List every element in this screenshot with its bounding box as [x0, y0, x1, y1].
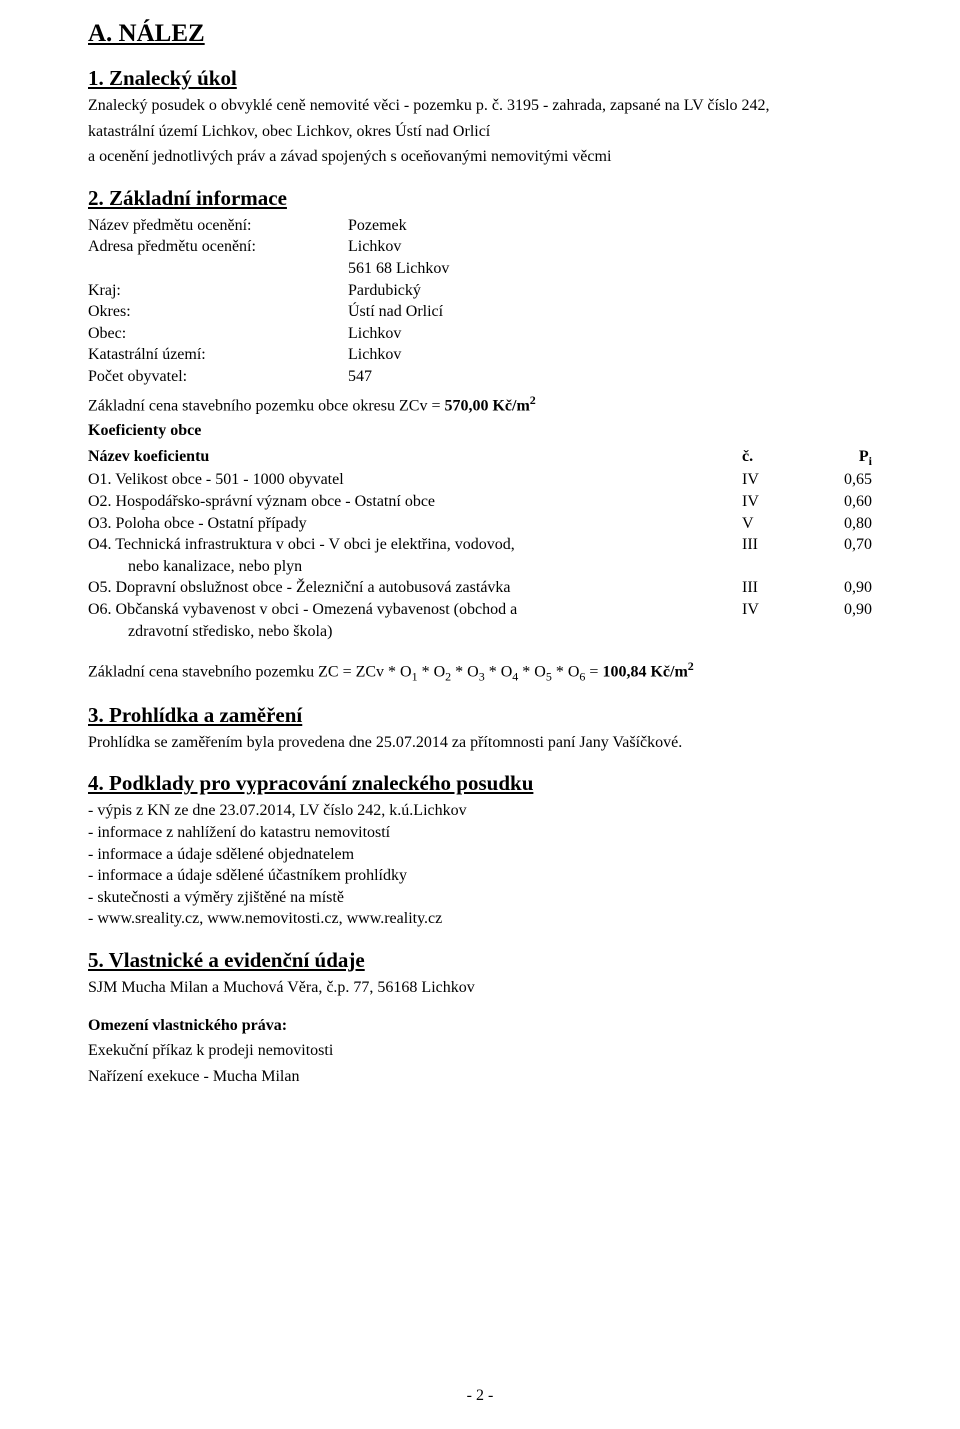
table-row: Počet obyvatel:547	[88, 366, 449, 388]
section1-p2: katastrální území Lichkov, obec Lichkov,…	[88, 121, 872, 143]
kv-val: Pardubický	[348, 280, 449, 302]
section4-list: výpis z KN ze dne 23.07.2014, LV číslo 2…	[88, 800, 872, 930]
coef-col2: V	[742, 513, 812, 535]
kv-val: Lichkov	[348, 323, 449, 345]
basic-info-table: Název předmětu ocenění:Pozemek Adresa př…	[88, 215, 449, 388]
kv-key	[88, 258, 348, 280]
coefficients-table: Název koeficientu č. Pi O1. Velikost obc…	[88, 446, 872, 642]
result-mid: * O	[418, 664, 446, 681]
kv-key: Katastrální území:	[88, 344, 348, 366]
table-row: O1. Velikost obce - 501 - 1000 obyvatel …	[88, 469, 872, 491]
result-pre: Základní cena stavebního pozemku ZC = ZC…	[88, 664, 412, 681]
coef-col3: 0,70	[812, 534, 872, 577]
section1-heading: 1. Znalecký úkol	[88, 66, 872, 91]
coef-name: O1. Velikost obce - 501 - 1000 obyvatel	[88, 469, 742, 491]
table-row: Kraj:Pardubický	[88, 280, 449, 302]
result-mid: * O	[518, 664, 546, 681]
coef-col2: IV	[742, 491, 812, 513]
table-header-row: Název koeficientu č. Pi	[88, 446, 872, 469]
coef-col3: 0,90	[812, 577, 872, 599]
kv-val: Pozemek	[348, 215, 449, 237]
kv-key: Okres:	[88, 301, 348, 323]
coef-col3: 0,80	[812, 513, 872, 535]
coef-col2: III	[742, 534, 812, 577]
section5-heading: 5. Vlastnické a evidenční údaje	[88, 948, 872, 973]
coef-col3: 0,90	[812, 599, 872, 642]
kv-val: Lichkov	[348, 344, 449, 366]
coef-header-i: i	[869, 454, 872, 468]
result-mid: * O	[451, 664, 479, 681]
coef-name-line1: O6. Občanská vybavenost v obci - Omezená…	[88, 601, 517, 618]
coef-header-col2: č.	[742, 446, 812, 469]
list-item: www.sreality.cz, www.nemovitosti.cz, www…	[88, 908, 872, 930]
kv-val: 561 68 Lichkov	[348, 258, 449, 280]
base-price-line: Základní cena stavebního pozemku obce ok…	[88, 392, 872, 417]
table-row: O2. Hospodářsko-správní význam obce - Os…	[88, 491, 872, 513]
kv-key: Adresa předmětu ocenění:	[88, 236, 348, 258]
section1-p1: Znalecký posudek o obvyklé ceně nemovité…	[88, 95, 872, 117]
table-row: Název předmětu ocenění:Pozemek	[88, 215, 449, 237]
section5-p: SJM Mucha Milan a Muchová Věra, č.p. 77,…	[88, 977, 872, 999]
base-price-value: 570,00 Kč/m	[444, 397, 529, 414]
list-item: informace z nahlížení do katastru nemovi…	[88, 822, 872, 844]
coef-name: O3. Poloha obce - Ostatní případy	[88, 513, 742, 535]
base-price-pre: Základní cena stavebního pozemku obce ok…	[88, 397, 444, 414]
section3-p: Prohlídka se zaměřením byla provedena dn…	[88, 732, 872, 754]
section1-p3: a ocenění jednotlivých práv a závad spoj…	[88, 146, 872, 168]
coef-name: O2. Hospodářsko-správní význam obce - Os…	[88, 491, 742, 513]
coef-name-line1: O4. Technická infrastruktura v obci - V …	[88, 536, 515, 553]
kv-val: 547	[348, 366, 449, 388]
table-row: O5. Dopravní obslužnost obce - Železničn…	[88, 577, 872, 599]
section2-heading: 2. Základní informace	[88, 186, 872, 211]
kv-key: Obec:	[88, 323, 348, 345]
coef-header-col3: Pi	[812, 446, 872, 469]
base-price-exp: 2	[530, 393, 536, 407]
coef-name: O4. Technická infrastruktura v obci - V …	[88, 534, 742, 577]
kv-key: Kraj:	[88, 280, 348, 302]
main-heading: A. NÁLEZ	[88, 20, 872, 48]
table-row: O4. Technická infrastruktura v obci - V …	[88, 534, 872, 577]
table-row: Katastrální území:Lichkov	[88, 344, 449, 366]
table-row: 561 68 Lichkov	[88, 258, 449, 280]
result-eq: =	[585, 664, 602, 681]
coef-col2: III	[742, 577, 812, 599]
result-mid: * O	[485, 664, 513, 681]
page-number: - 2 -	[0, 1387, 960, 1405]
result-mid: * O	[552, 664, 580, 681]
section5-line: Nařízení exekuce - Mucha Milan	[88, 1066, 872, 1088]
kv-val: Lichkov	[348, 236, 449, 258]
result-line: Základní cena stavebního pozemku ZC = ZC…	[88, 658, 872, 685]
coef-name-line2: nebo kanalizace, nebo plyn	[88, 556, 742, 578]
coef-col2: IV	[742, 469, 812, 491]
coef-name-line2: zdravotní středisko, nebo škola)	[88, 621, 742, 643]
coef-name: O5. Dopravní obslužnost obce - Železničn…	[88, 577, 742, 599]
list-item: informace a údaje sdělené objednatelem	[88, 844, 872, 866]
kv-key: Název předmětu ocenění:	[88, 215, 348, 237]
table-row: O6. Občanská vybavenost v obci - Omezená…	[88, 599, 872, 642]
coef-col2: IV	[742, 599, 812, 642]
section5-line: Exekuční příkaz k prodeji nemovitosti	[88, 1040, 872, 1062]
document-page: A. NÁLEZ 1. Znalecký úkol Znalecký posud…	[0, 0, 960, 1429]
section5-subheading: Omezení vlastnického práva:	[88, 1015, 872, 1037]
coef-header-name: Název koeficientu	[88, 446, 742, 469]
kv-key: Počet obyvatel:	[88, 366, 348, 388]
table-row: Okres:Ústí nad Orlicí	[88, 301, 449, 323]
coef-name: O6. Občanská vybavenost v obci - Omezená…	[88, 599, 742, 642]
result-value: 100,84 Kč/m	[602, 664, 687, 681]
coef-header-p: P	[859, 448, 869, 465]
list-item: výpis z KN ze dne 23.07.2014, LV číslo 2…	[88, 800, 872, 822]
result-exp: 2	[688, 659, 694, 673]
section3-heading: 3. Prohlídka a zaměření	[88, 703, 872, 728]
table-row: O3. Poloha obce - Ostatní případy V 0,80	[88, 513, 872, 535]
table-row: Obec:Lichkov	[88, 323, 449, 345]
table-row: Adresa předmětu ocenění:Lichkov	[88, 236, 449, 258]
section4-heading: 4. Podklady pro vypracování znaleckého p…	[88, 771, 872, 796]
coef-title: Koeficienty obce	[88, 420, 872, 442]
coef-col3: 0,65	[812, 469, 872, 491]
list-item: informace a údaje sdělené účastníkem pro…	[88, 865, 872, 887]
list-item: skutečnosti a výměry zjištěné na místě	[88, 887, 872, 909]
kv-val: Ústí nad Orlicí	[348, 301, 449, 323]
coef-col3: 0,60	[812, 491, 872, 513]
